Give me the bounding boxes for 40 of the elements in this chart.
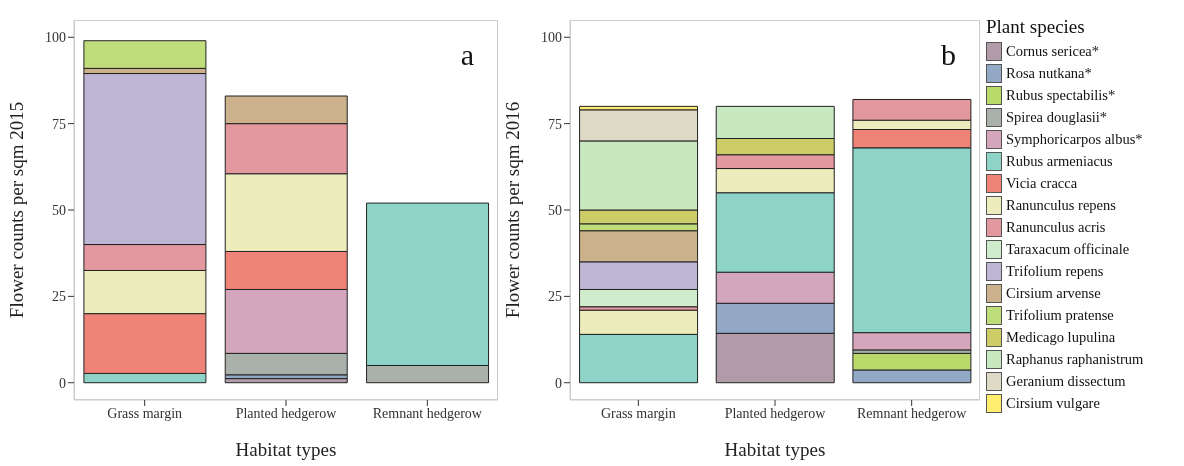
x-tick-label: Planted hedgerow	[235, 405, 338, 421]
y-tick-label: 50	[548, 202, 562, 218]
legend-label: Symphoricarpos albus*	[1006, 130, 1143, 148]
x-tick-label: Remnant hedgerow	[372, 405, 483, 421]
legend-title: Plant species	[986, 16, 1086, 38]
y-tick-label: 0	[555, 375, 562, 391]
legend-label: Ranunculus acris	[1006, 218, 1106, 236]
legend-label: Cornus sericea*	[1006, 42, 1100, 60]
legend-label: Vicia cracca	[1006, 174, 1078, 192]
x-tick-label: Grass margin	[107, 405, 183, 421]
legend-label: Cirsium vulgare	[1006, 394, 1100, 412]
y-tick-label: 100	[541, 30, 562, 46]
y-tick-label: 0	[59, 375, 66, 391]
x-axis-title: Habitat types	[724, 439, 826, 460]
x-axis-title: Habitat types	[235, 439, 337, 460]
x-tick-label: Planted hedgerow	[724, 405, 827, 421]
legend-label: Rubus armeniacus	[1006, 152, 1113, 170]
legend-label: Ranunculus repens	[1006, 196, 1116, 214]
y-tick-label: 75	[52, 116, 66, 132]
legend-label: Raphanus raphanistrum	[1006, 350, 1144, 368]
annotation: b	[941, 38, 956, 72]
legend-label: Taraxacum officinale	[1006, 240, 1130, 258]
legend-label: Rosa nutkana*	[1006, 64, 1092, 82]
legend-label: Rubus spectabilis*	[1006, 86, 1116, 104]
x-tick-label: Remnant hedgerow	[857, 405, 968, 421]
x-tick-label: Grass margin	[600, 405, 676, 421]
legend-label: Trifolium repens	[1006, 262, 1104, 280]
legend-label: Geranium dissectum	[1006, 372, 1126, 390]
y-axis-title: Flower counts per sqm 2015	[5, 101, 27, 319]
legend-label: Spirea douglasii*	[1006, 108, 1108, 126]
y-tick-label: 50	[52, 202, 66, 218]
legend-label: Cirsium arvense	[1006, 284, 1101, 302]
y-axis-title: Flower counts per sqm 2016	[501, 101, 523, 319]
y-tick-label: 75	[548, 116, 562, 132]
annotation: a	[460, 38, 474, 72]
legend-label: Trifolium pratense	[1006, 306, 1114, 324]
y-tick-label: 100	[45, 30, 66, 46]
y-tick-label: 25	[52, 289, 66, 305]
legend-label: Medicago lupulina	[1006, 328, 1116, 346]
y-tick-label: 25	[548, 289, 562, 305]
